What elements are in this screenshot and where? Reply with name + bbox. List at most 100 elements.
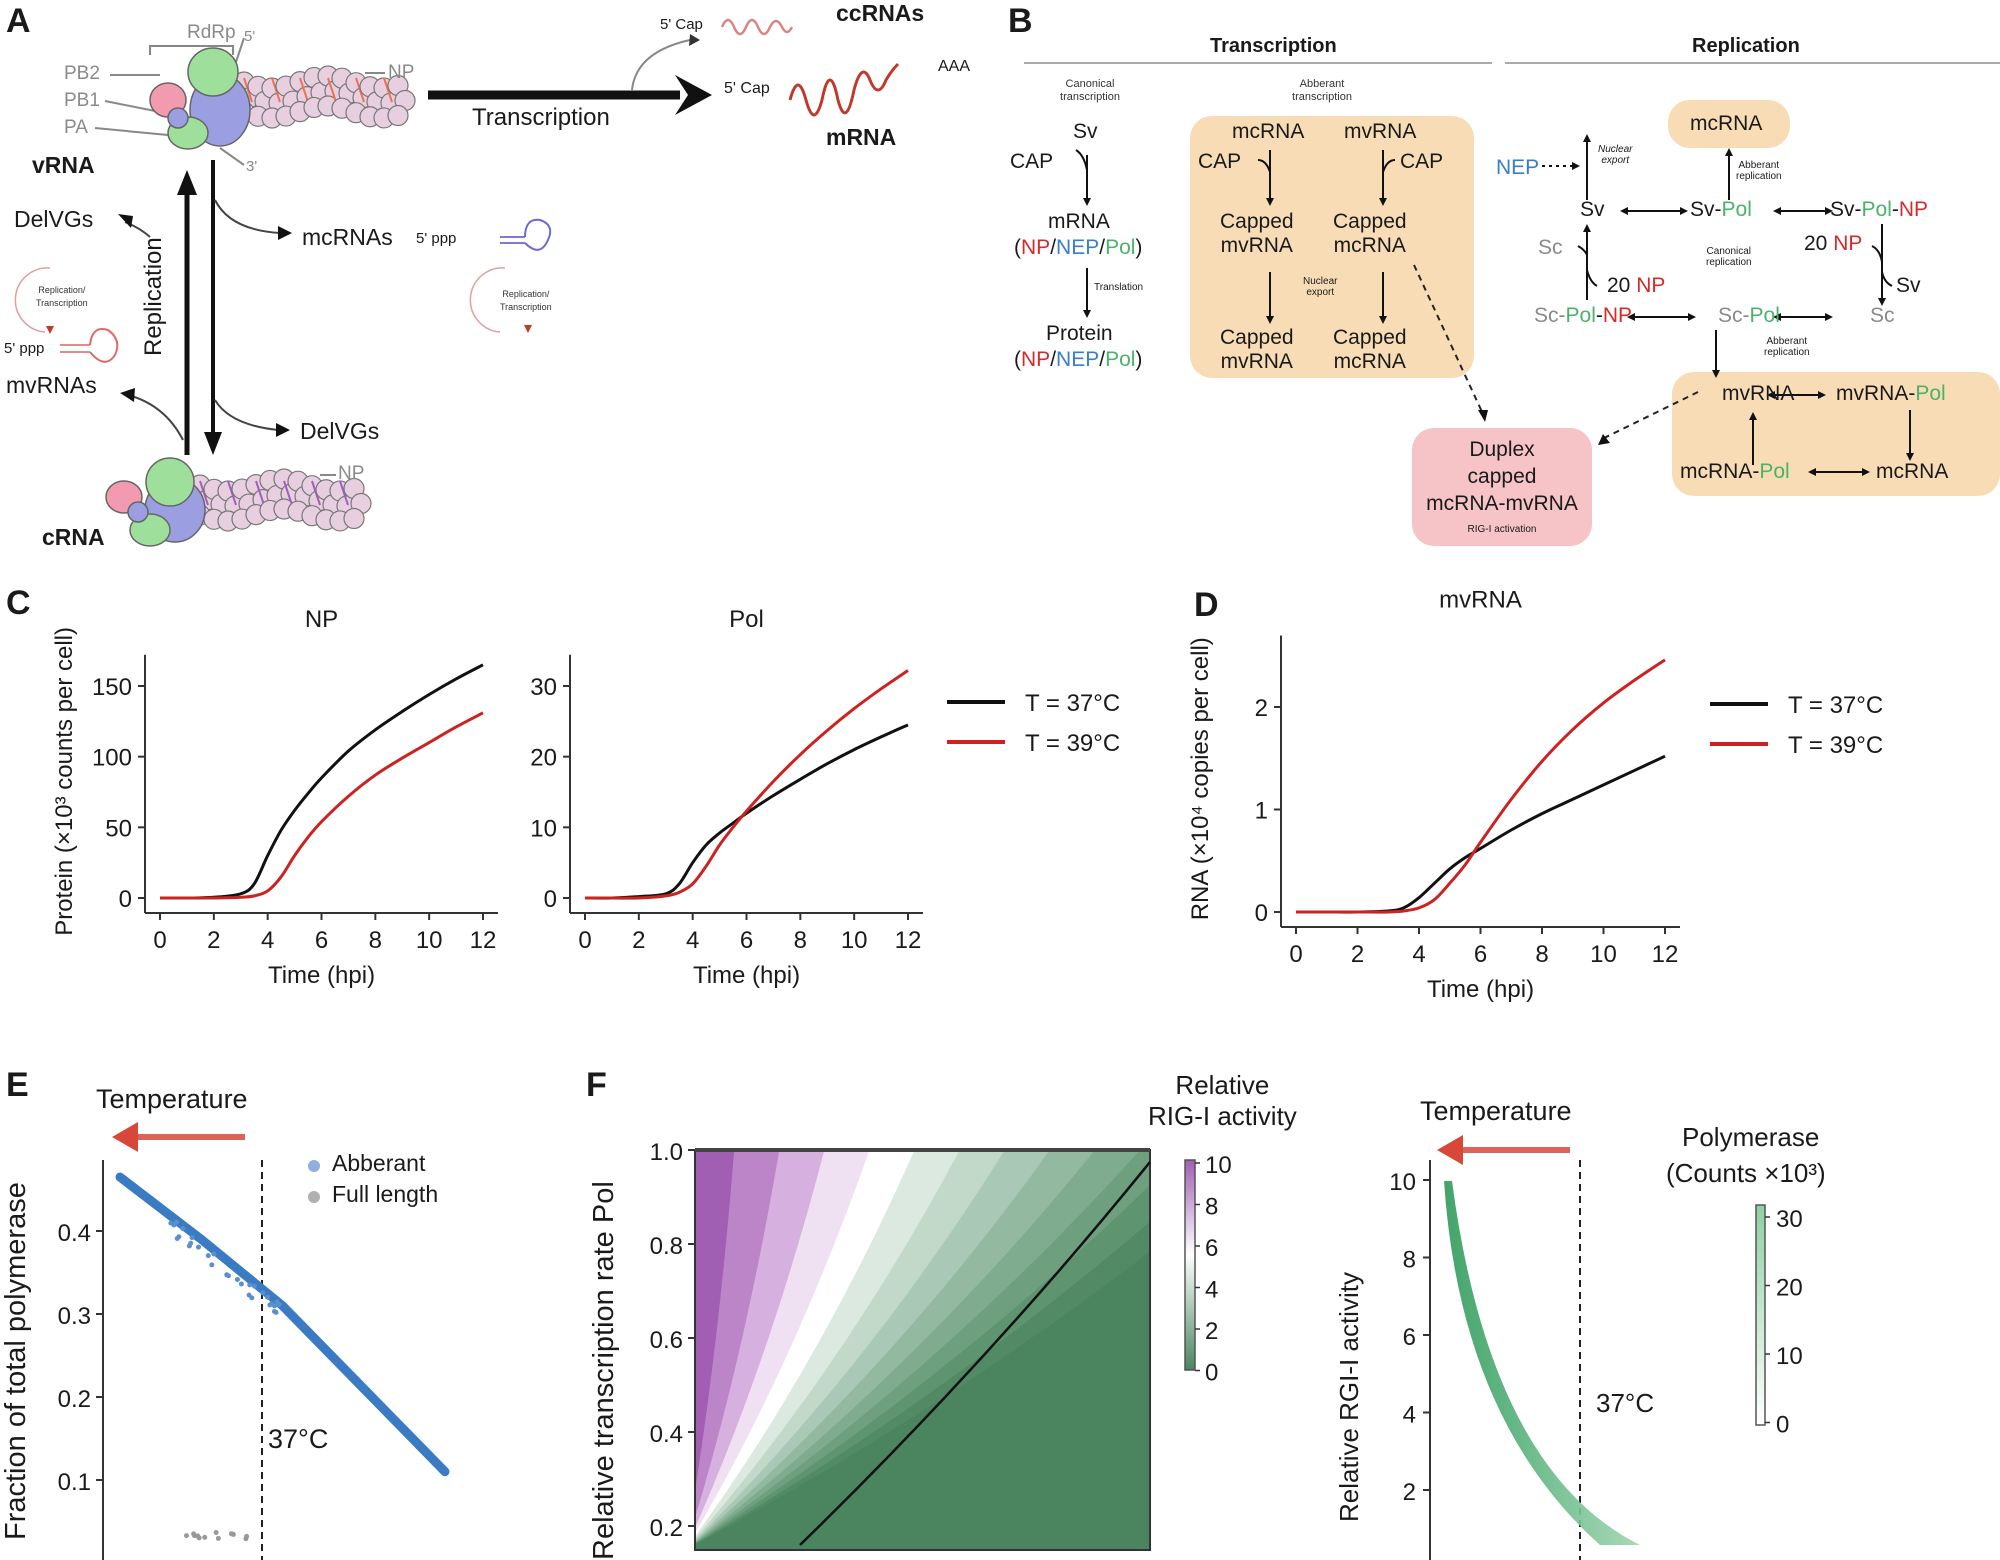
- five-prime-leader: [236, 38, 244, 62]
- canonical-replication-label: Canonical replication: [1706, 246, 1752, 268]
- mrna-wave: [790, 64, 898, 115]
- x-axis-label: Time (hpi): [1427, 976, 1534, 1003]
- x-tick-label: 12: [1652, 941, 1679, 968]
- rdrp-complex-crna: [106, 458, 205, 546]
- panel-label-e: E: [6, 1066, 29, 1105]
- pol-text: Pol: [1566, 304, 1596, 327]
- aberrant-point: [224, 1272, 229, 1277]
- pa-subunit: [188, 48, 238, 96]
- aberrant-point: [272, 1303, 277, 1308]
- chart-title: Pol: [729, 606, 764, 633]
- x-tick-label: 4: [686, 927, 699, 954]
- e-ylabel: Fraction of total polymerase: [0, 1182, 33, 1540]
- np-bead: [388, 106, 408, 126]
- x-tick-label: 8: [369, 927, 382, 954]
- y-tick-label: 0.8: [650, 1233, 683, 1260]
- y-tick-label: 0.4: [650, 1421, 683, 1448]
- pa-label: PA: [64, 117, 88, 139]
- aberrant-point: [267, 1303, 272, 1308]
- mvrna-branch-arrow: [128, 395, 183, 440]
- np-text: NP: [1021, 236, 1050, 259]
- nep-text: NEP: [1056, 348, 1099, 371]
- heatmap-band: [685, 1140, 1287, 1550]
- x-tick-label: 4: [261, 927, 274, 954]
- delvgs-top-label: DelVGs: [14, 206, 93, 233]
- sv-pol-node: Sv-Pol: [1690, 198, 1752, 222]
- x-tick-label: 10: [1590, 941, 1617, 968]
- colorbar-tick-label: 20: [1776, 1275, 1803, 1302]
- vrna-label: vRNA: [32, 152, 95, 179]
- chart-F-heatmap: 1.00.80.60.40.21086420: [650, 1139, 1287, 1550]
- rep-trans-label-left: Replication/ Transcription: [36, 284, 88, 310]
- legend-marker-aberrant: [308, 1160, 320, 1172]
- rigi-band: [1444, 1181, 1640, 1545]
- sv-text: Sv: [1690, 198, 1715, 221]
- cap5-mrna-label: 5' Cap: [724, 80, 770, 98]
- aberrant-point: [272, 1309, 277, 1314]
- pol-text: Pol: [1722, 198, 1752, 221]
- e-marker-37c: 37°C: [268, 1424, 328, 1455]
- aberrant-point: [247, 1282, 252, 1287]
- pol-text: Pol: [1759, 460, 1789, 483]
- np-text: NP: [1021, 348, 1050, 371]
- replication-label: Replication: [140, 237, 168, 356]
- rdrp-label: RdRp: [187, 22, 236, 44]
- np-text: NP: [1833, 232, 1862, 255]
- crna-label: cRNA: [42, 524, 105, 551]
- y-tick-label: 0.6: [650, 1327, 683, 1354]
- aberrant-point: [274, 1310, 279, 1315]
- heatmap-bg: [695, 1150, 1150, 1550]
- mcrna-hairpin-icon: [500, 220, 550, 250]
- sc-text: Sc: [1534, 304, 1559, 327]
- sv-node: Sv: [1580, 198, 1605, 222]
- series-line: [160, 713, 483, 898]
- colorbar-tick-label: 10: [1776, 1343, 1803, 1370]
- x-tick-label: 6: [1474, 941, 1487, 968]
- heatmap-band: [685, 1140, 1149, 1550]
- pol-text: Pol: [1915, 382, 1945, 405]
- aberrant-point: [235, 1277, 240, 1282]
- aberrant-point: [211, 1251, 216, 1256]
- mvrna-branch-arrowhead: [120, 388, 135, 402]
- aberrant-point: [180, 1226, 185, 1231]
- heatmap-band: [685, 1140, 827, 1550]
- g-ylabel: Relative RGI-I activity: [1334, 1272, 1365, 1522]
- x-tick-label: 4: [1412, 941, 1425, 968]
- chart-G-rigi: 1086423020100: [1389, 1135, 1802, 1560]
- mvrna-node: mvRNA: [1722, 382, 1794, 406]
- twenty-text: 20: [1607, 274, 1630, 297]
- aberrant-replication-label-top: Abberant replication: [1736, 160, 1782, 182]
- cap-label-ab-right: CAP: [1400, 150, 1443, 174]
- aberrant-point: [187, 1243, 192, 1248]
- duplex-label: Duplex capped mcRNA-mvRNA: [1412, 436, 1592, 517]
- y-tick-label: 0.3: [58, 1303, 91, 1330]
- colorbar-g: [1756, 1205, 1765, 1425]
- aberrant-point: [188, 1241, 193, 1246]
- nep-text: NEP: [1056, 236, 1099, 259]
- heatmap-band: [685, 1140, 1057, 1550]
- aberrant-point: [239, 1281, 244, 1286]
- y-tick-label: 0: [1255, 900, 1268, 927]
- y-tick-label: 20: [530, 745, 557, 772]
- x-tick-label: 12: [470, 927, 497, 954]
- y-tick-label: 100: [92, 745, 132, 772]
- legend-label: T = 37°C: [1025, 690, 1120, 717]
- heatmap-band: [685, 1140, 1195, 1550]
- pa-leader: [95, 128, 168, 135]
- panel-label-f: F: [586, 1066, 607, 1105]
- aberrant-point: [175, 1236, 180, 1241]
- heatmap-band: [685, 1140, 1241, 1550]
- cap-label-ab-left: CAP: [1198, 150, 1241, 174]
- nuclear-export-label-ab: Nuclear export: [1303, 276, 1337, 298]
- g-marker-37c: 37°C: [1596, 1388, 1654, 1419]
- aberrant-point: [196, 1245, 201, 1250]
- x-tick-label: 10: [841, 927, 868, 954]
- heatmap-band: [685, 1140, 781, 1550]
- aberrant-point: [226, 1273, 231, 1278]
- nuclear-export-label-rep: Nuclear export: [1598, 144, 1632, 166]
- temperature-arrowhead: [112, 1122, 138, 1152]
- temperature-arrowhead: [1437, 1135, 1463, 1165]
- aberrant-point: [249, 1295, 254, 1300]
- y-tick-label: 2: [1255, 695, 1268, 722]
- legend-label: T = 37°C: [1788, 692, 1883, 719]
